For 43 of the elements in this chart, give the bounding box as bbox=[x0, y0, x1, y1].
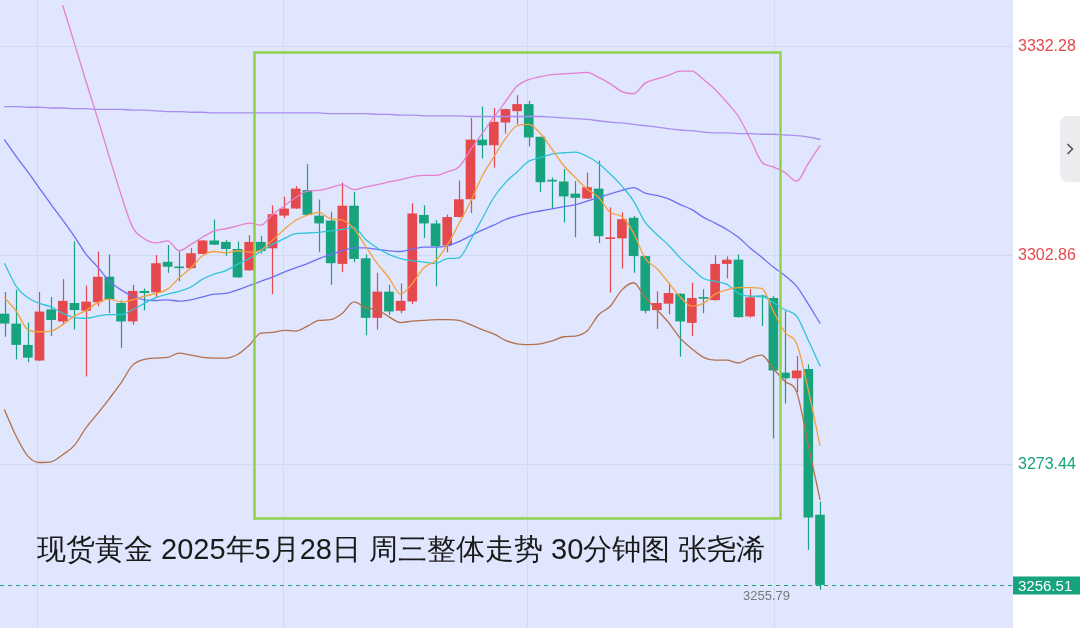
line-series bbox=[3, 123, 821, 447]
candlestick bbox=[395, 282, 406, 314]
candlestick bbox=[477, 105, 487, 160]
candlestick bbox=[698, 288, 709, 314]
candlestick bbox=[488, 107, 499, 169]
candlestick bbox=[605, 206, 616, 294]
annotation: 3255.79 bbox=[742, 588, 790, 604]
line-series bbox=[3, 139, 821, 324]
candlestick bbox=[139, 287, 150, 312]
candlestick bbox=[11, 289, 22, 361]
candlestick bbox=[791, 355, 802, 393]
y-tick-label: 3302.86 bbox=[1018, 245, 1076, 263]
candlestick bbox=[745, 288, 755, 319]
candlestick bbox=[663, 282, 674, 315]
candlestick bbox=[186, 247, 196, 270]
candlestick bbox=[162, 244, 173, 274]
line-series bbox=[62, 5, 821, 252]
candlestick bbox=[512, 94, 522, 125]
candlestick bbox=[454, 179, 464, 218]
candlestick bbox=[279, 196, 289, 219]
candlestick bbox=[430, 219, 441, 287]
candlestick bbox=[69, 240, 80, 331]
candlestick bbox=[81, 284, 91, 378]
ref-line-label: 3256.51 bbox=[1018, 576, 1073, 594]
y-tick-label: 3273.44 bbox=[1018, 454, 1076, 472]
text: 现货黄金 2025年5月28日 周三整体走势 30分钟图 张尧浠 bbox=[37, 533, 766, 565]
line-series bbox=[3, 282, 821, 501]
candlestick bbox=[23, 321, 33, 363]
line-series bbox=[3, 105, 821, 140]
candlestick bbox=[419, 204, 429, 239]
candlestick bbox=[46, 296, 56, 337]
candlestick bbox=[617, 211, 627, 270]
y-tick-label: 3332.28 bbox=[1018, 36, 1076, 54]
candlestick bbox=[558, 168, 569, 223]
line-series bbox=[3, 151, 821, 367]
candlestick bbox=[0, 291, 10, 338]
candlestick bbox=[209, 218, 220, 246]
candlestick bbox=[57, 278, 68, 325]
candlestick bbox=[582, 172, 592, 200]
candlestick bbox=[721, 255, 732, 280]
candlestick bbox=[314, 199, 324, 253]
candlestick bbox=[384, 284, 394, 316]
candlestick bbox=[174, 250, 185, 282]
